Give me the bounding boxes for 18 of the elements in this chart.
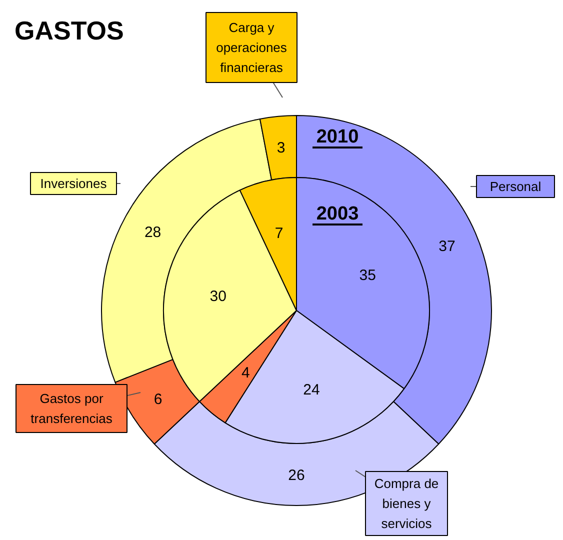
slice-label: Carga y operaciones financieras xyxy=(216,20,288,75)
slice-label: 2010 xyxy=(316,126,359,148)
data-label: 4 xyxy=(241,364,250,382)
slice-label: Inversiones xyxy=(40,176,108,191)
slice-label: 2003 xyxy=(316,204,359,224)
data-label: 37 xyxy=(438,238,456,255)
slice-label: Compra de bienes y servicios xyxy=(374,476,439,531)
data-label: 6 xyxy=(154,390,162,408)
data-label: 26 xyxy=(288,467,305,484)
data-label: 7 xyxy=(274,225,284,242)
data-label: 24 xyxy=(303,381,320,398)
data-label: 28 xyxy=(144,224,162,241)
data-label: 30 xyxy=(210,288,226,306)
data-label: 3 xyxy=(276,140,286,157)
slice-label: Gastos por transferencias xyxy=(30,391,113,426)
slice-label: Personal xyxy=(490,179,542,194)
data-label: 35 xyxy=(359,266,376,284)
chart-title: GASTOS xyxy=(14,16,124,46)
